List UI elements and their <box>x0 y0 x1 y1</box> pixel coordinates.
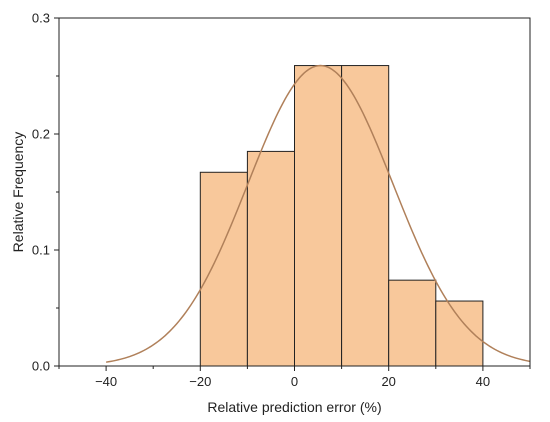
histogram-bar <box>341 65 390 367</box>
x-tick-label: 40 <box>476 374 490 389</box>
histogram-bar <box>294 65 343 367</box>
x-tick-label: 20 <box>381 374 395 389</box>
x-tick-label: 0 <box>291 374 298 389</box>
histogram-bar <box>435 300 484 367</box>
y-axis-ticks: 0.0 0.1 0.2 0.3 <box>32 11 59 374</box>
x-tick-label: −20 <box>189 374 211 389</box>
y-tick-label: 0.1 <box>32 243 50 258</box>
x-axis-ticks: −40 −20 0 20 40 <box>58 366 531 389</box>
histogram-bar <box>388 279 437 367</box>
x-axis-title: Relative prediction error (%) <box>207 399 381 415</box>
normal-fit-curve <box>105 64 531 363</box>
histogram-bar <box>246 150 295 367</box>
histogram-bars <box>199 65 484 367</box>
y-axis-title: Relative Frequency <box>10 132 26 253</box>
y-tick-label: 0.3 <box>32 11 50 26</box>
y-tick-label: 0.0 <box>32 359 50 374</box>
y-tick-label: 0.2 <box>32 127 50 142</box>
x-tick-label: −40 <box>95 374 117 389</box>
